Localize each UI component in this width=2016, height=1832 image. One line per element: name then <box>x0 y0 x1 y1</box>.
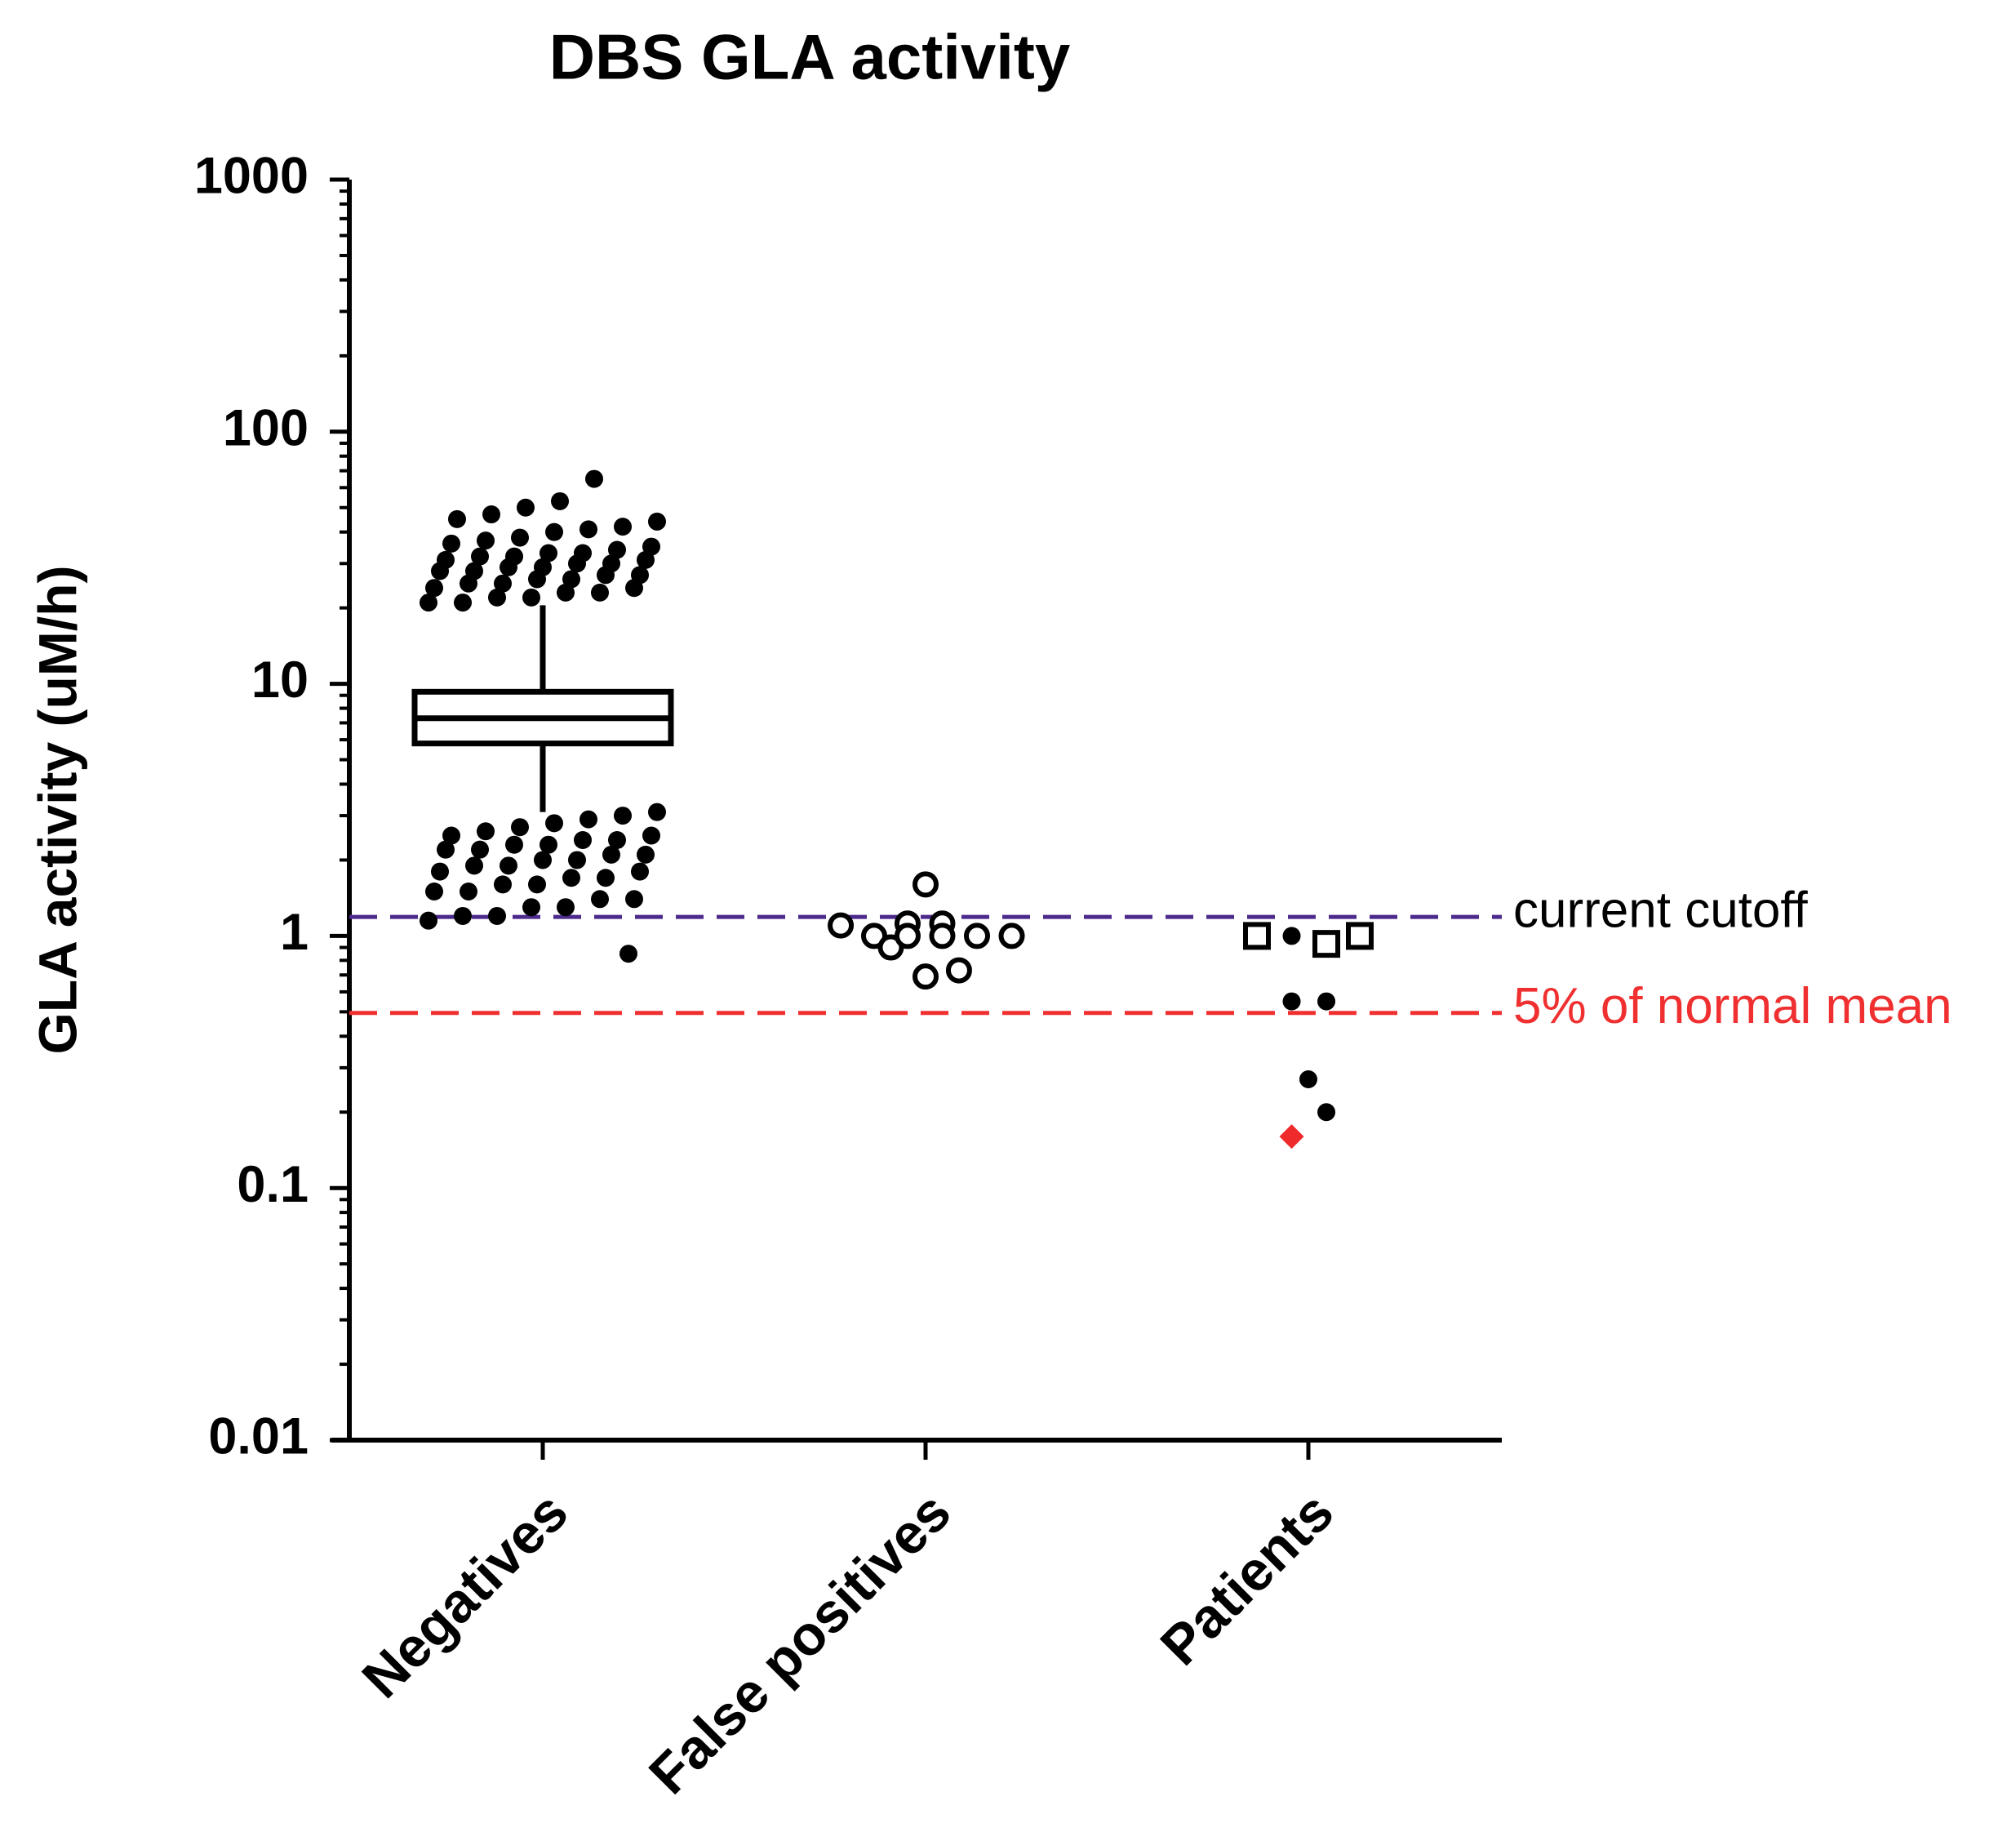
data-point <box>431 862 449 881</box>
data-point <box>465 856 483 875</box>
data-point <box>437 550 455 569</box>
data-point <box>998 923 1025 949</box>
data-point <box>471 547 489 566</box>
reference-label: 5% of normal mean <box>1513 978 1952 1034</box>
y-tick-label: 0.1 <box>237 1156 309 1213</box>
data-point <box>964 923 990 949</box>
data-point <box>597 869 615 887</box>
data-point <box>505 835 523 854</box>
data-point <box>425 579 443 598</box>
data-point <box>471 840 489 859</box>
data-point <box>1317 1103 1336 1122</box>
x-tick-label: False positives <box>637 1481 962 1806</box>
data-point <box>945 957 972 984</box>
data-point <box>545 522 563 541</box>
data-point <box>1346 922 1374 950</box>
data-point <box>420 911 437 930</box>
data-point <box>420 594 437 612</box>
data-point <box>1317 992 1336 1011</box>
data-point <box>619 945 637 963</box>
data-point <box>442 534 460 553</box>
data-point <box>1282 992 1301 1011</box>
data-point <box>591 890 609 909</box>
data-point <box>522 588 540 607</box>
data-point <box>1282 927 1301 945</box>
data-point <box>929 923 956 949</box>
data-point <box>642 537 660 556</box>
y-tick-label: 1 <box>280 904 309 961</box>
x-tick-label: Patients <box>1149 1481 1346 1678</box>
data-point <box>540 835 557 854</box>
data-point <box>488 906 506 925</box>
data-point <box>454 906 472 925</box>
data-point <box>477 822 495 841</box>
data-point <box>500 856 517 875</box>
data-point <box>545 814 563 833</box>
data-point <box>637 845 655 864</box>
data-point <box>488 588 506 607</box>
data-point <box>517 498 535 517</box>
data-point <box>648 512 666 531</box>
chart-title: DBS GLA activity <box>549 21 1071 93</box>
data-point <box>557 583 575 602</box>
data-point <box>551 491 569 510</box>
data-point <box>522 898 540 917</box>
data-point <box>608 540 626 559</box>
data-point <box>642 826 660 845</box>
data-point <box>437 840 455 859</box>
data-point <box>1299 1069 1317 1088</box>
data-point <box>1279 1124 1304 1149</box>
data-point <box>482 505 500 524</box>
data-point <box>648 803 666 821</box>
data-point <box>557 898 575 917</box>
data-point <box>579 520 597 539</box>
y-tick-label: 10 <box>251 651 309 709</box>
data-point <box>631 566 649 585</box>
data-point <box>494 875 512 894</box>
x-tick-label: Negatives <box>350 1481 579 1710</box>
y-tick-label: 1000 <box>194 148 309 205</box>
y-tick-label: 100 <box>223 399 309 456</box>
data-point <box>534 558 552 576</box>
data-point <box>574 830 592 849</box>
data-point <box>442 826 460 845</box>
data-point <box>460 883 477 901</box>
data-point <box>614 518 632 536</box>
data-point <box>465 562 483 580</box>
reference-label: current cutoff <box>1513 882 1808 938</box>
data-point <box>1243 922 1271 950</box>
y-axis-label: GLA activity (uM/h) <box>27 566 87 1055</box>
data-point <box>608 830 626 849</box>
data-point <box>562 869 580 887</box>
data-point <box>585 469 603 488</box>
data-point <box>913 871 939 898</box>
data-point <box>602 554 620 573</box>
data-point <box>828 912 855 939</box>
data-point <box>540 544 557 562</box>
data-point <box>494 574 512 593</box>
data-point <box>591 583 609 602</box>
data-point <box>511 528 529 547</box>
data-point <box>602 845 620 864</box>
data-point <box>574 544 592 562</box>
data-point <box>568 851 586 869</box>
data-point <box>505 547 523 566</box>
data-point <box>913 963 939 990</box>
data-point <box>448 509 466 528</box>
data-point <box>425 883 443 901</box>
data-point <box>625 890 643 909</box>
data-point <box>579 810 597 829</box>
data-point <box>894 923 921 949</box>
data-point <box>477 531 495 550</box>
data-point <box>454 594 472 612</box>
data-point <box>1312 930 1341 958</box>
data-point <box>631 862 649 881</box>
data-point <box>528 875 546 894</box>
y-tick-label: 0.01 <box>208 1408 309 1465</box>
data-point <box>614 807 632 825</box>
data-point <box>534 851 552 869</box>
data-point <box>562 570 580 589</box>
data-point <box>511 818 529 837</box>
